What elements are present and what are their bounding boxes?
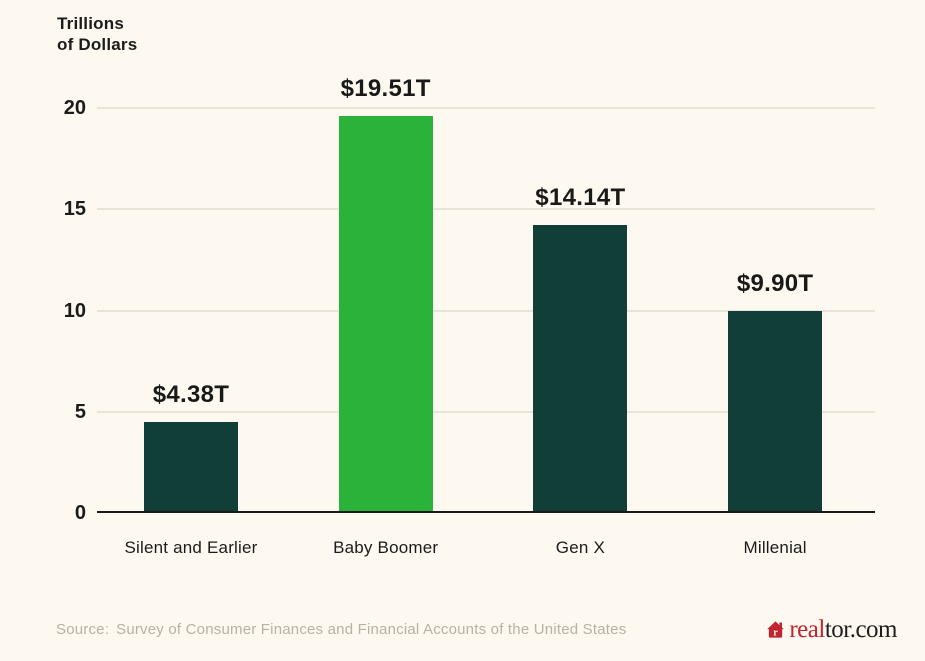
realtor-house-icon: r	[767, 621, 785, 638]
x-label-baby-boomer: Baby Boomer	[333, 538, 439, 557]
source-label: Source:	[56, 621, 110, 638]
y-axis-title: Trillions of Dollars	[57, 14, 138, 54]
x-label-gen-x: Gen X	[555, 538, 605, 557]
y-tick-label-15: 15	[63, 198, 86, 221]
bar-baby-boomer	[338, 115, 433, 511]
value-label-silent-and-earlier: $4.38T	[152, 381, 230, 409]
brand-text-red: real	[789, 616, 825, 643]
gridline-15	[97, 208, 875, 211]
bar-millenial	[728, 310, 823, 511]
brand-text-dark: tor.com	[824, 616, 898, 643]
gridline-5	[97, 410, 875, 413]
y-tick-label-10: 10	[63, 299, 86, 322]
source-citation: Source: Survey of Consumer Finances and F…	[56, 621, 626, 638]
value-label-millenial: $9.90T	[736, 269, 814, 297]
x-label-millenial: Millenial	[743, 538, 807, 557]
y-tick-label-5: 5	[74, 400, 86, 423]
brand-wordmark: realtor.com	[789, 617, 897, 642]
source-text: Survey of Consumer Finances and Financia…	[116, 621, 627, 638]
value-label-gen-x: $14.14T	[535, 183, 626, 211]
y-tick-label-0: 0	[74, 502, 86, 524]
realtor-com-logo: r realtor.com	[766, 617, 898, 642]
plot-area: $4.38T $19.51T $14.14T $9.90T	[97, 75, 875, 513]
svg-text:r: r	[773, 626, 778, 638]
gridline-10	[97, 309, 875, 312]
value-label-baby-boomer: $19.51T	[340, 74, 431, 102]
bar-gen-x	[533, 224, 628, 511]
gridline-20	[97, 107, 875, 109]
bar-silent-and-earlier	[144, 422, 238, 511]
y-tick-label-20: 20	[63, 97, 86, 119]
x-label-silent-and-earlier: Silent and Earlier	[124, 538, 258, 557]
